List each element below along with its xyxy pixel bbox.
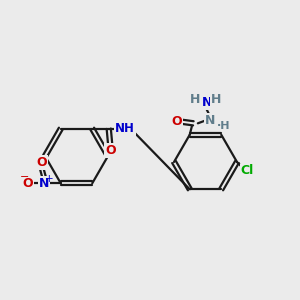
Text: −: −: [20, 172, 29, 182]
Text: NH: NH: [115, 122, 135, 135]
Text: H: H: [190, 93, 200, 106]
Text: N: N: [39, 177, 50, 190]
Text: O: O: [36, 156, 46, 169]
Text: +: +: [45, 174, 54, 184]
Text: H: H: [211, 93, 221, 106]
Text: ·H: ·H: [218, 121, 231, 131]
Text: N: N: [202, 96, 212, 109]
Text: O: O: [105, 144, 116, 157]
Text: N: N: [205, 114, 215, 127]
Text: O: O: [172, 115, 182, 128]
Text: Cl: Cl: [241, 164, 254, 178]
Text: O: O: [22, 177, 33, 190]
